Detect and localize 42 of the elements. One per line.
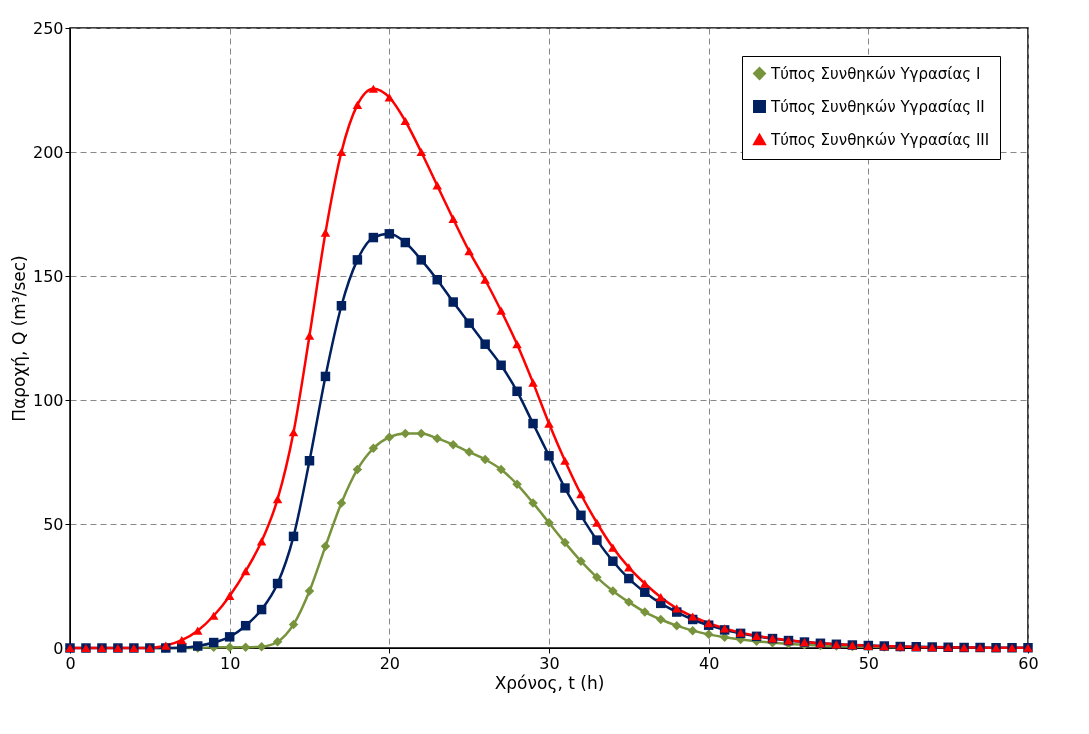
point: [671, 620, 682, 631]
legend-label: Τύπος Συνθηκών Υγρασίας III: [770, 130, 990, 149]
point: [687, 625, 698, 636]
y-tick-label: 50: [43, 514, 64, 534]
y-tick-label: 250: [32, 18, 64, 38]
point: [560, 537, 570, 548]
point: [480, 454, 490, 465]
y-tick-label: 0: [53, 638, 64, 658]
point: [272, 637, 283, 647]
point: [512, 479, 522, 490]
y-tick-label: 100: [32, 390, 64, 410]
x-tick-label: 30: [539, 653, 560, 673]
point: [432, 433, 442, 444]
x-tick-label: 50: [858, 653, 880, 673]
y-tick-label: 150: [32, 266, 64, 286]
point: [496, 464, 506, 475]
x-tick-label: 20: [379, 653, 401, 673]
point: [288, 619, 299, 630]
y-axis-title: Παροχή, Q (m³/sec): [8, 255, 29, 422]
point: [416, 428, 427, 439]
point: [368, 443, 379, 454]
x-tick-label: 40: [698, 653, 720, 673]
point: [400, 428, 411, 439]
point: [336, 498, 347, 508]
point: [576, 556, 586, 566]
x-tick-label: 60: [1018, 653, 1039, 673]
point: [703, 629, 714, 640]
legend-label: Τύπος Συνθηκών Υγρασίας I: [770, 64, 981, 83]
point: [448, 439, 458, 450]
point: [384, 432, 395, 442]
point: [544, 518, 554, 528]
point: [352, 464, 363, 475]
point: [624, 597, 634, 607]
legend-label: Τύπος Συνθηκών Υγρασίας II: [770, 97, 985, 116]
y-tick-label: 200: [32, 142, 64, 162]
point: [656, 614, 666, 625]
point: [304, 586, 315, 596]
point: [256, 642, 267, 652]
point: [592, 572, 602, 583]
point: [320, 541, 331, 552]
x-tick-label: 10: [219, 653, 241, 673]
x-axis-title: Χρόνος, t (h): [494, 672, 605, 693]
